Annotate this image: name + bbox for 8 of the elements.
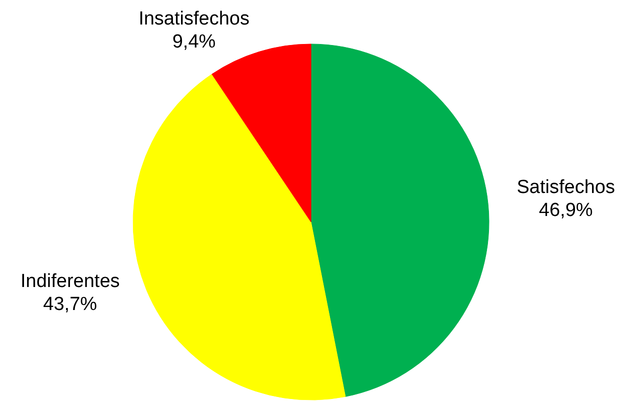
- data-label: 9,4%: [172, 32, 216, 53]
- data-label: 43,7%: [43, 294, 98, 315]
- pie-slice: [310, 44, 490, 397]
- slice-label: Indiferentes: [20, 270, 120, 292]
- data-label: 46,9%: [538, 200, 593, 221]
- pie-slice: [132, 74, 346, 400]
- slice-label: Insatisfechos: [138, 8, 250, 30]
- slice-label: Satisfechos: [516, 176, 615, 198]
